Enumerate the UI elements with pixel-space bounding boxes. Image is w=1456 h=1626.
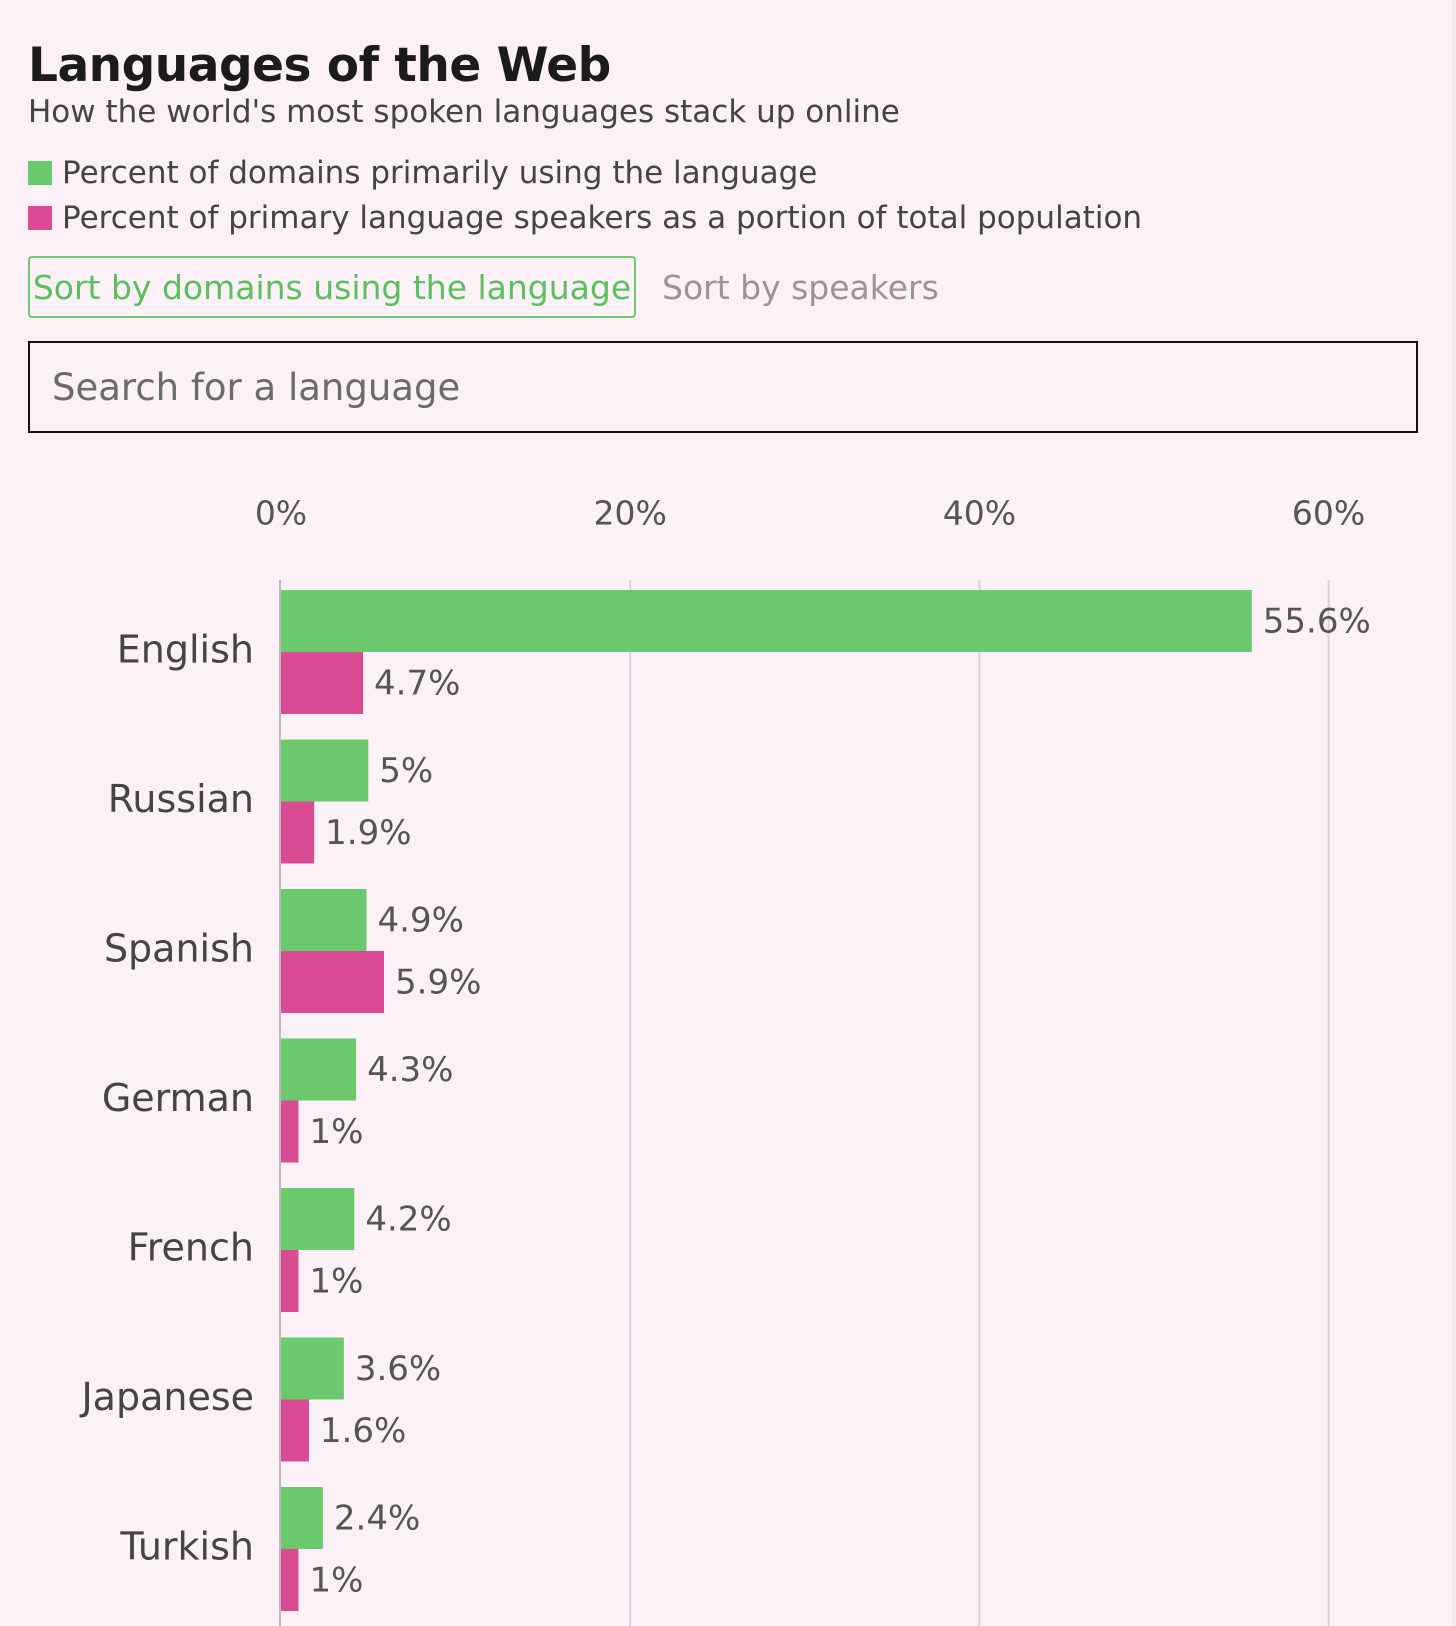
category-label: Russian (108, 777, 254, 821)
category-label: Japanese (79, 1375, 254, 1419)
page-subtitle: How the world's most spoken languages st… (28, 94, 900, 130)
bar-speakers (281, 652, 364, 714)
data-label-speakers: 1% (309, 1262, 363, 1302)
bar-chart: 0% 20% 40% 60% English 55.6% 4.7% Russian 5% 1.9%… (79, 494, 1371, 1626)
bar-speakers (281, 801, 315, 864)
bar-domains (281, 739, 369, 802)
x-tick-label: 40% (943, 494, 1016, 533)
bar-speakers (281, 1399, 309, 1462)
page-title: Languages of the Web (28, 38, 611, 93)
category-label: French (128, 1226, 254, 1270)
x-tick-label: 60% (1292, 494, 1365, 533)
data-label-domains: 4.9% (378, 901, 464, 941)
data-label-domains: 4.2% (365, 1200, 451, 1240)
category-label: Turkish (119, 1525, 254, 1569)
bar-domains (281, 1038, 357, 1101)
sort-by-domains-button[interactable]: Sort by domains using the language (28, 256, 636, 318)
page-edge (1452, 0, 1456, 1626)
x-tick-label: 20% (594, 494, 667, 533)
bar-speakers (281, 1549, 299, 1611)
legend-label-domains: Percent of domains primarily using the l… (62, 155, 818, 191)
data-label-speakers: 4.7% (374, 664, 460, 704)
bar-domains (281, 1337, 344, 1400)
bar-speakers (281, 1100, 299, 1163)
language-search-input[interactable] (28, 341, 1418, 433)
category-label: Spanish (104, 927, 254, 971)
data-label-domains: 3.6% (355, 1349, 441, 1389)
data-label-domains: 55.6% (1263, 602, 1371, 642)
legend-item-domains: Percent of domains primarily using the l… (28, 153, 817, 193)
bar-domains (281, 889, 367, 951)
data-label-domains: 2.4% (334, 1499, 420, 1539)
legend-item-speakers: Percent of primary language speakers as … (28, 198, 1142, 238)
bar-domains (281, 1487, 323, 1549)
bar-speakers (281, 951, 385, 1013)
data-label-speakers: 1.6% (320, 1411, 406, 1451)
data-label-speakers: 1% (309, 1112, 363, 1152)
bar-speakers (281, 1250, 299, 1312)
data-label-speakers: 1% (309, 1561, 363, 1601)
category-label: German (102, 1076, 254, 1120)
legend-swatch-domains (28, 161, 52, 185)
data-label-domains: 5% (379, 751, 433, 791)
data-label-speakers: 1.9% (325, 813, 411, 853)
legend-label-speakers: Percent of primary language speakers as … (62, 200, 1143, 236)
data-label-speakers: 5.9% (395, 963, 481, 1003)
x-tick-label: 0% (255, 494, 307, 533)
category-label: English (117, 628, 254, 672)
sort-by-speakers-button[interactable]: Sort by speakers (662, 267, 939, 307)
bar-domains (281, 590, 1252, 652)
bar-domains (281, 1188, 355, 1250)
data-label-domains: 4.3% (367, 1050, 453, 1090)
legend-swatch-speakers (28, 206, 52, 230)
